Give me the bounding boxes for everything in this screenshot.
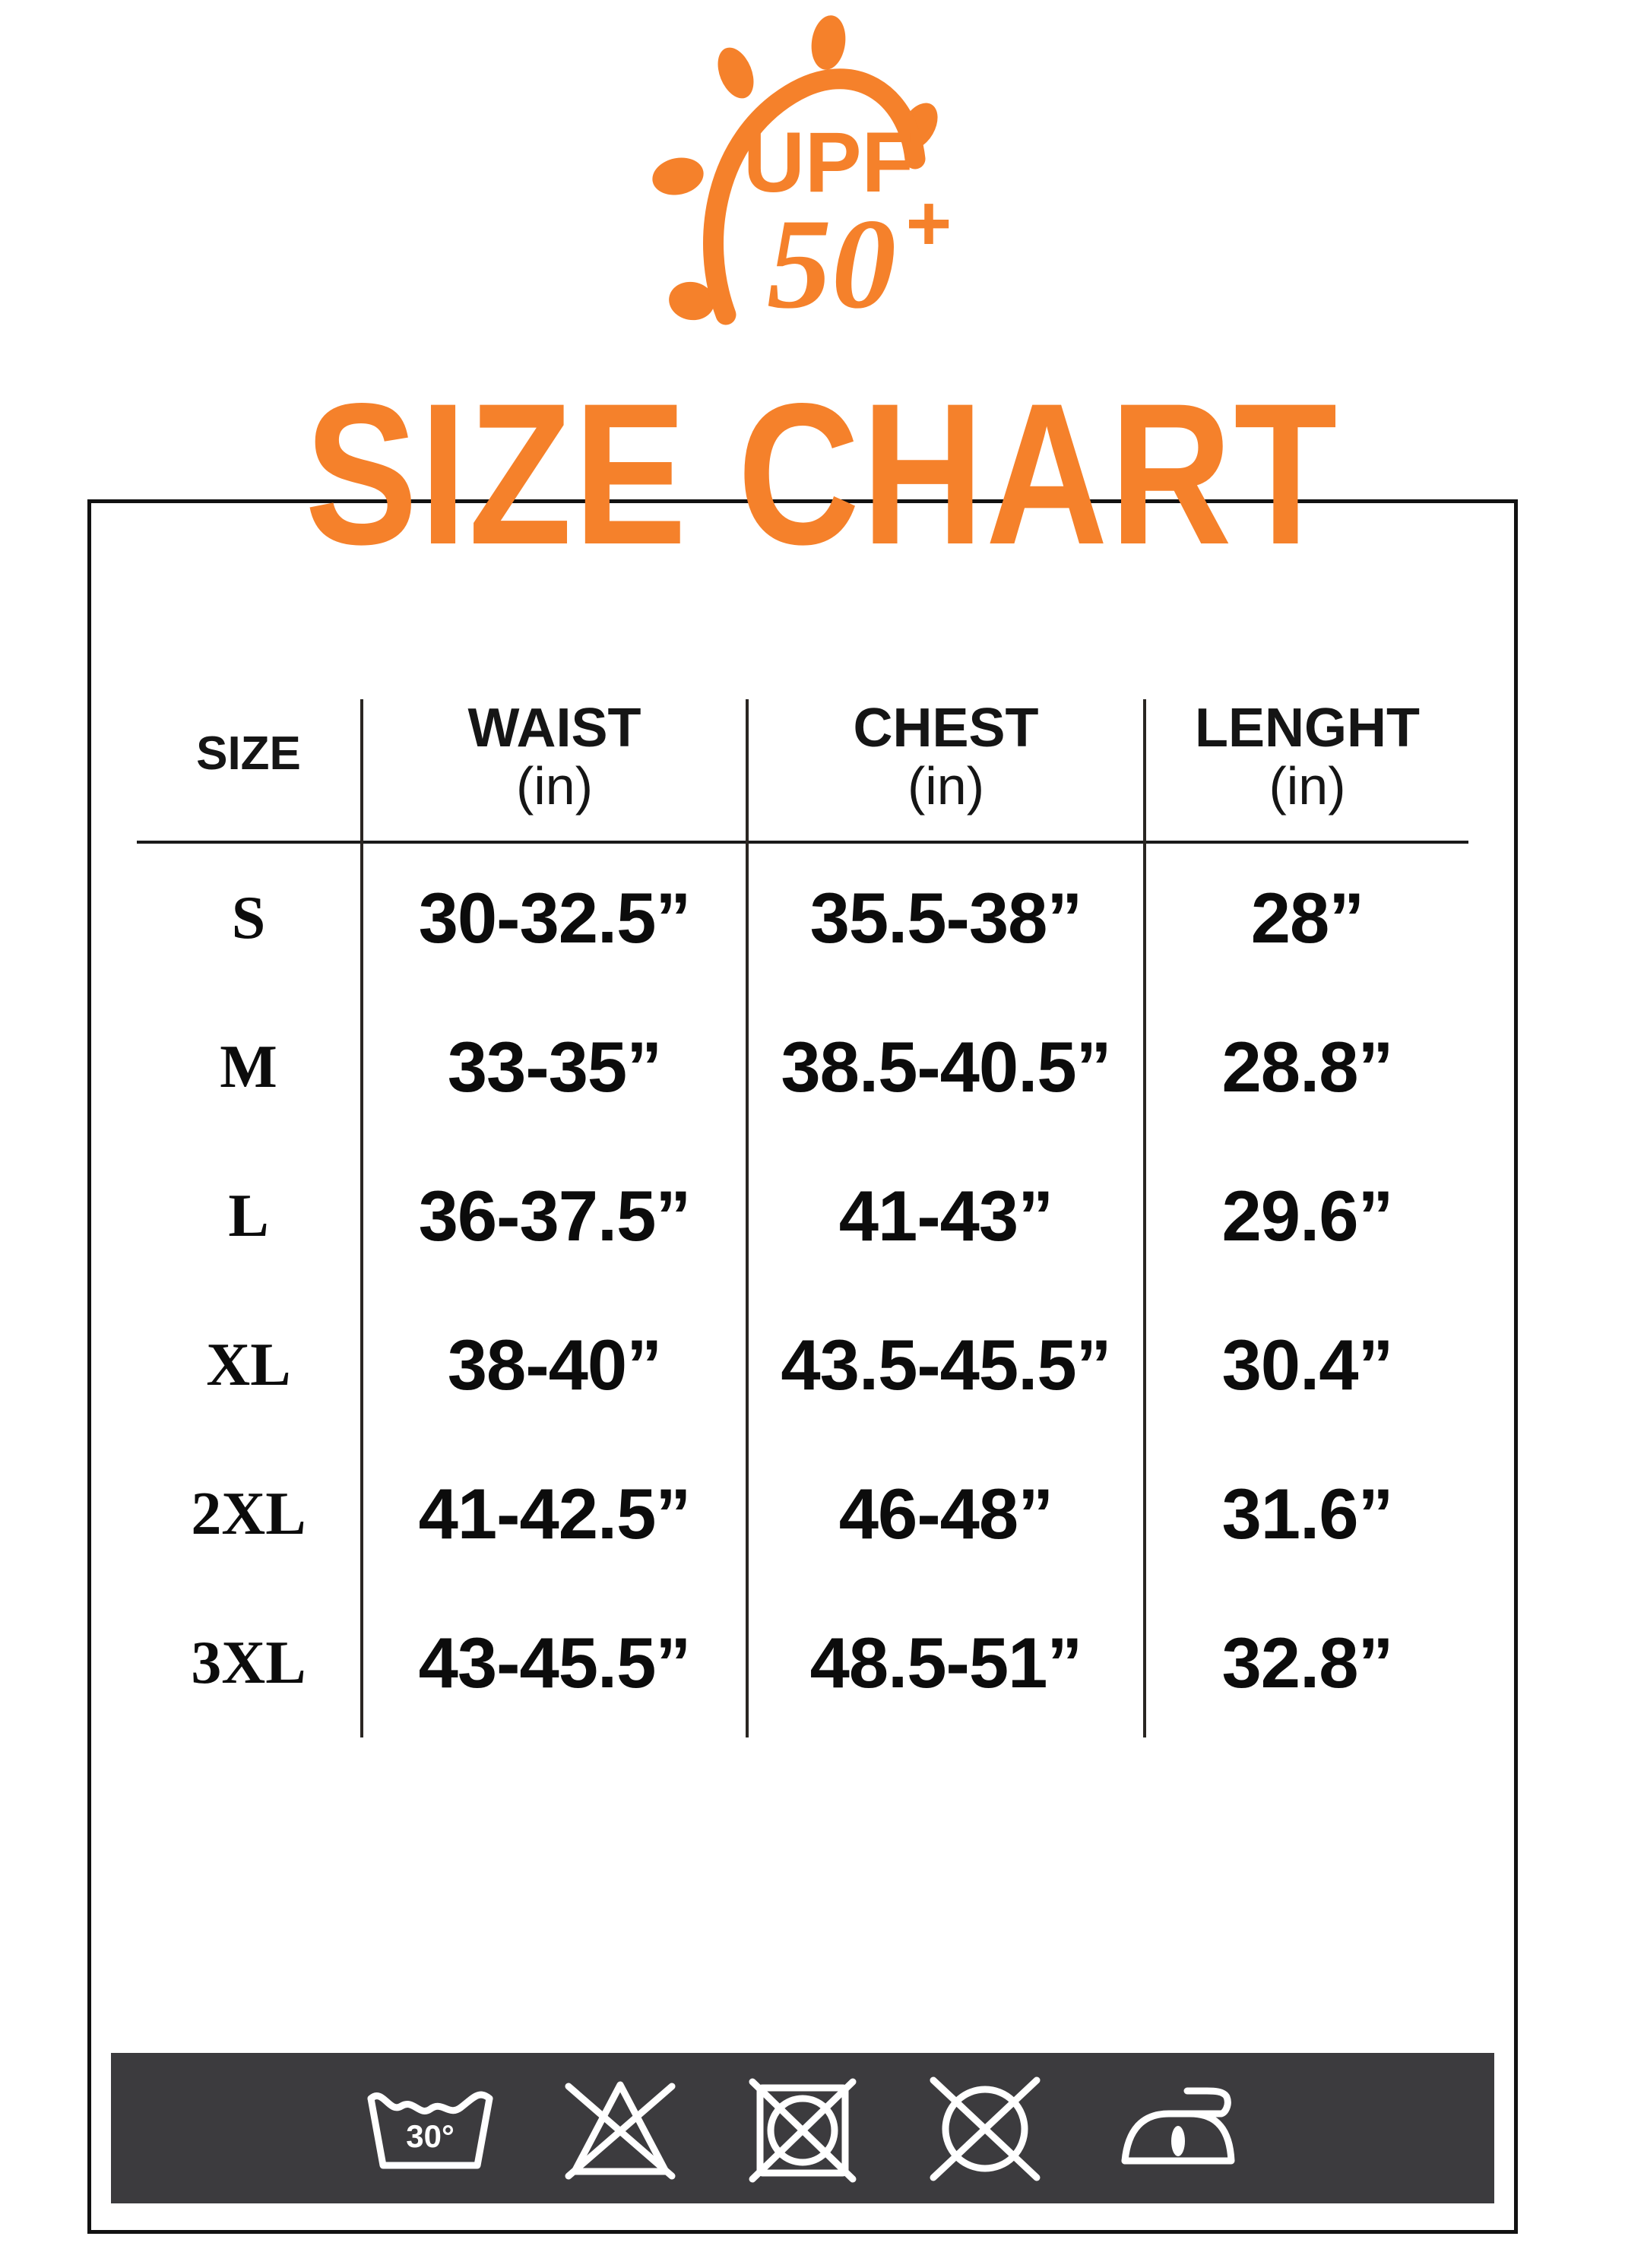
iron-low-heat-icon: [1121, 2087, 1235, 2165]
cell-size: S: [137, 842, 363, 993]
column-header-size: SIZE: [137, 699, 363, 842]
machine-wash-temp-text: 30°: [406, 2118, 455, 2154]
table-row: 2XL 41-42.5” 46-48” 31.6”: [137, 1440, 1468, 1589]
size-table-head: SIZE WAIST (in) CHEST (in) LENGHT (in): [137, 699, 1468, 842]
do-not-dry-clean-icon: [930, 2076, 1041, 2181]
do-not-bleach-icon: [565, 2081, 676, 2180]
cell-size: 2XL: [137, 1440, 363, 1589]
cell-length: 32.8”: [1221, 1623, 1394, 1703]
cell-length: 28.8”: [1221, 1027, 1394, 1107]
column-header-waist: WAIST (in): [362, 698, 749, 842]
machine-wash-30-icon: 30°: [367, 2091, 493, 2169]
cell-size: 3XL: [137, 1589, 363, 1737]
cell-waist: 30-32.5”: [362, 842, 749, 993]
upf-text: UPF: [743, 115, 914, 210]
upf-rating-plus: +: [905, 179, 952, 268]
cell-length: 31.6”: [1221, 1474, 1394, 1554]
table-row: XL 38-40” 43.5-45.5” 30.4”: [137, 1291, 1468, 1440]
upf-text-value: UPF: [0, 0, 1, 1]
column-header-chest: CHEST (in): [747, 698, 1146, 842]
cell-chest: 48.5-51”: [747, 1589, 1146, 1737]
size-table: SIZE WAIST (in) CHEST (in) LENGHT (in): [137, 699, 1468, 1737]
table-row: S 30-32.5” 35.5-38” 28”: [137, 842, 1468, 993]
upf-plus-value: +: [0, 0, 1, 1]
table-header-row: SIZE WAIST (in) CHEST (in) LENGHT (in): [137, 699, 1468, 842]
upf-number-value: 50: [0, 0, 1, 1]
cell-chest: 38.5-40.5”: [747, 993, 1146, 1142]
column-header-size-label: SIZE: [196, 727, 301, 780]
do-not-tumble-dry-icon: [749, 2078, 857, 2183]
cell-chest: 43.5-45.5”: [747, 1291, 1146, 1440]
cell-waist: 43-45.5”: [362, 1589, 749, 1737]
cell-length: 30.4”: [1221, 1325, 1394, 1405]
column-header-length: LENGHT (in): [1145, 699, 1468, 842]
cell-size: M: [137, 993, 363, 1142]
upf-rating-number: 50: [767, 192, 896, 335]
column-header-chest-label: CHEST: [853, 698, 1039, 759]
cell-size: L: [137, 1142, 363, 1291]
column-header-length-unit: (in): [1269, 756, 1346, 816]
size-table-body: S 30-32.5” 35.5-38” 28” M 33-35” 38.5-40…: [137, 842, 1468, 1737]
cell-size: XL: [137, 1291, 363, 1440]
cell-waist: 33-35”: [362, 993, 749, 1142]
page-title: SIZE CHART: [305, 362, 1339, 587]
table-row: L 36-37.5” 41-43” 29.6”: [137, 1142, 1468, 1291]
column-header-chest-unit: (in): [907, 756, 985, 816]
cell-waist: 41-42.5”: [362, 1440, 749, 1589]
upf-sun-logo: UPF 50 +: [0, 11, 1644, 391]
cell-chest: 46-48”: [747, 1440, 1146, 1589]
cell-chest: 41-43”: [747, 1142, 1146, 1291]
cell-chest: 35.5-38”: [747, 842, 1146, 993]
size-table-wrapper: SIZE WAIST (in) CHEST (in) LENGHT (in): [137, 699, 1468, 1737]
cell-length: 28”: [1250, 878, 1365, 958]
chart-border-frame: [87, 499, 1518, 2234]
column-header-waist-unit: (in): [515, 756, 594, 816]
column-header-waist-label: WAIST: [467, 698, 641, 759]
table-row: 3XL 43-45.5” 48.5-51” 32.8”: [137, 1589, 1468, 1737]
cell-waist: 38-40”: [362, 1291, 749, 1440]
cell-waist: 36-37.5”: [362, 1142, 749, 1291]
cell-length: 29.6”: [1221, 1176, 1394, 1256]
upf-sun-logo-svg: UPF 50 +: [651, 15, 952, 335]
table-row: M 33-35” 38.5-40.5” 28.8”: [137, 993, 1468, 1142]
care-instructions-bar: 30° Machine wash 30° Do no: [111, 2053, 1494, 2203]
column-header-length-label: LENGHT: [1195, 698, 1420, 759]
